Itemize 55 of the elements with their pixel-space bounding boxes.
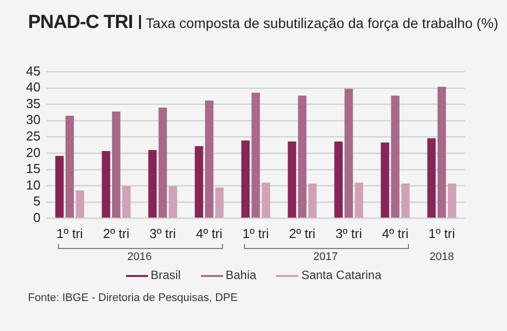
y-tick-label: 45 — [26, 63, 40, 78]
y-tick-label: 40 — [26, 80, 40, 95]
bar — [66, 116, 74, 218]
chart-title: PNAD-C TRI — [28, 12, 133, 33]
bar — [205, 100, 214, 218]
text: 2017 — [312, 251, 339, 263]
y-tick-label: 25 — [26, 128, 40, 144]
chart-subtitle: Taxa composta de subutilização da força de trabalho (%) — [146, 15, 498, 31]
bar — [122, 186, 131, 218]
x-tick-label: 4º tri — [196, 226, 223, 241]
y-tick-label: 35 — [26, 96, 40, 111]
bar — [308, 184, 317, 218]
y-tick-label: 5 — [33, 194, 40, 209]
legend-label: Santa Catarina — [300, 268, 382, 282]
bar — [401, 184, 410, 218]
bar — [298, 96, 306, 218]
bar — [158, 108, 167, 218]
bar — [344, 88, 353, 218]
text: 2016 — [126, 251, 153, 263]
bar — [438, 86, 446, 218]
text: 2018 — [428, 251, 455, 263]
bar — [112, 112, 120, 218]
x-tick-label: 4º tri — [382, 226, 409, 241]
bar — [76, 190, 84, 218]
bar — [168, 186, 178, 218]
y-tick-label: 15 — [26, 161, 40, 176]
bar — [55, 156, 64, 218]
legend-label: Brasil — [150, 268, 181, 282]
bar — [148, 150, 157, 218]
bar — [427, 138, 436, 218]
y-tick-label: 20 — [26, 144, 40, 160]
legend-label: Bahia — [224, 268, 256, 282]
x-tick-label: 2º tri — [289, 226, 316, 241]
x-tick-label: 2º tri — [103, 226, 130, 241]
y-tick-label: 30 — [26, 112, 40, 128]
bar — [391, 96, 400, 218]
bar — [241, 140, 250, 218]
y-tick-label: 0 — [33, 210, 40, 225]
bar — [194, 146, 204, 218]
bar — [354, 182, 364, 218]
bar — [215, 187, 224, 218]
x-tick-label: 1º tri — [428, 226, 456, 241]
x-tick-label: 3º tri — [336, 226, 362, 241]
bar — [334, 142, 343, 218]
bar — [262, 182, 270, 218]
x-tick-label: 1º tri — [242, 226, 270, 241]
source-note: Fonte: IBGE - Diretoria de Pesquisas, DPE — [28, 292, 238, 304]
x-tick-label: 3º tri — [150, 226, 176, 241]
bar — [448, 184, 456, 218]
y-tick-label: 10 — [26, 177, 40, 192]
bar — [102, 150, 110, 218]
bar — [252, 92, 260, 218]
x-tick-label: 1º tri — [56, 226, 84, 241]
bar — [380, 142, 390, 218]
bar — [288, 142, 296, 218]
